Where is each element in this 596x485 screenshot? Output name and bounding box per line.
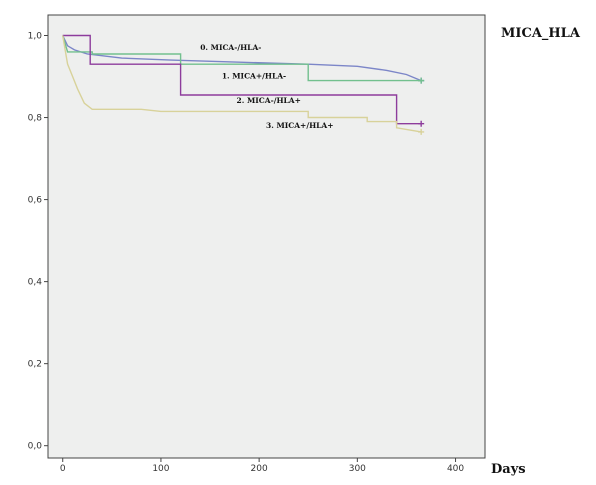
series-layer xyxy=(62,34,425,135)
y-tick-label: 0,0 xyxy=(28,442,43,452)
y-tick-label: 0,6 xyxy=(28,196,43,206)
y-tick-label: 1,0 xyxy=(28,32,43,42)
censor-mark-3 xyxy=(418,128,425,135)
series-line-0 xyxy=(62,35,422,82)
x-tick-label: 100 xyxy=(152,464,169,474)
series-label-3: 3. MICA+/HLA+ xyxy=(266,121,334,130)
x-tick-label: 300 xyxy=(349,464,366,474)
censor-mark-1 xyxy=(418,77,425,84)
series-label-1: 1. MICA+/HLA- xyxy=(222,72,286,81)
y-tick-label: 0,4 xyxy=(28,278,43,288)
y-tick-label: 0,2 xyxy=(28,360,42,370)
censor-mark-2 xyxy=(418,120,425,127)
legend-title: MICA_HLA xyxy=(501,26,581,41)
x-tick-label: 0 xyxy=(60,464,66,474)
plot-frame xyxy=(47,14,486,459)
x-tick-label: 400 xyxy=(447,464,464,474)
plot-background xyxy=(48,15,485,458)
y-tick-label: 0,8 xyxy=(28,114,43,124)
series-line-3 xyxy=(62,35,422,133)
series-label-2: 2. MICA-/HLA+ xyxy=(237,96,301,105)
series-line-1 xyxy=(62,35,422,82)
x-axis: 0 100 200 300 400 xyxy=(60,458,464,474)
x-tick-label: 200 xyxy=(251,464,268,474)
series-label-layer: 0. MICA-/HLA- 1. MICA+/HLA- 2. MICA-/HLA+ 3… xyxy=(200,43,333,130)
y-axis: 0,0 0,2 0,4 0,6 0,8 1,0 xyxy=(28,32,48,452)
series-line-2 xyxy=(62,34,422,125)
series-label-0: 0. MICA-/HLA- xyxy=(200,43,261,52)
x-axis-title: Days xyxy=(491,462,526,477)
